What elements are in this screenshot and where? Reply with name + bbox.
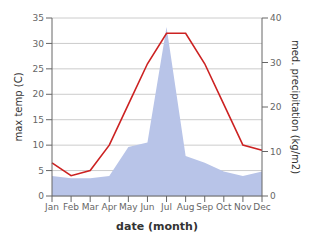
svg-text:15: 15 bbox=[33, 115, 44, 125]
svg-text:10: 10 bbox=[270, 147, 282, 157]
svg-text:Jan: Jan bbox=[44, 202, 59, 212]
svg-text:30: 30 bbox=[33, 39, 45, 49]
svg-text:date (month): date (month) bbox=[116, 220, 198, 233]
svg-text:max temp (C): max temp (C) bbox=[13, 72, 24, 141]
svg-text:Dec: Dec bbox=[253, 202, 270, 212]
svg-text:20: 20 bbox=[270, 102, 282, 112]
svg-text:10: 10 bbox=[33, 140, 45, 150]
svg-text:Sep: Sep bbox=[196, 202, 213, 212]
svg-text:Feb: Feb bbox=[63, 202, 79, 212]
svg-text:25: 25 bbox=[33, 64, 44, 74]
svg-text:Jun: Jun bbox=[139, 202, 154, 212]
svg-text:0: 0 bbox=[270, 191, 276, 201]
svg-text:May: May bbox=[119, 202, 138, 212]
svg-text:5: 5 bbox=[38, 166, 44, 176]
svg-text:med. precipitation (kg/m2): med. precipitation (kg/m2) bbox=[290, 40, 301, 174]
svg-text:35: 35 bbox=[33, 13, 44, 23]
svg-text:40: 40 bbox=[270, 13, 282, 23]
svg-text:0: 0 bbox=[38, 191, 44, 201]
svg-text:Apr: Apr bbox=[101, 202, 117, 212]
svg-text:Oct: Oct bbox=[216, 202, 232, 212]
svg-text:20: 20 bbox=[33, 89, 45, 99]
svg-text:Nov: Nov bbox=[234, 202, 252, 212]
svg-text:Aug: Aug bbox=[177, 202, 195, 212]
svg-text:Mar: Mar bbox=[82, 202, 99, 212]
svg-text:30: 30 bbox=[270, 58, 282, 68]
svg-text:Jul: Jul bbox=[160, 202, 172, 212]
